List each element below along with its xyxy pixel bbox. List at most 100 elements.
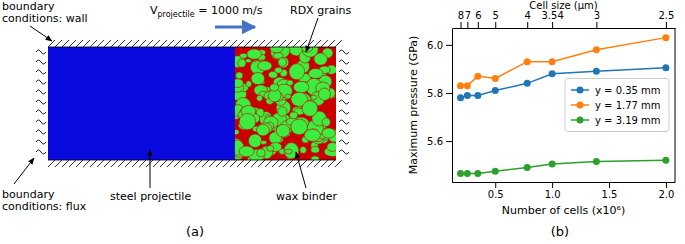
hatch-line	[139, 40, 146, 47]
hatch-line	[62, 40, 69, 47]
legend: y = 0.35 mmy = 1.77 mmy = 3.19 mm	[565, 79, 669, 132]
hatch-line	[90, 160, 97, 167]
hatch-line	[244, 160, 251, 167]
flux-wave	[36, 80, 46, 84]
tick: 4	[525, 10, 531, 28]
data-point	[549, 58, 556, 65]
hatch-line	[230, 40, 237, 47]
legend-marker	[577, 102, 584, 109]
legend-label: y = 3.19 mm	[595, 115, 661, 126]
hatch-line	[160, 40, 167, 47]
hatch-line	[132, 160, 139, 167]
tick-mark	[527, 22, 528, 28]
tick: 5.8	[427, 88, 452, 99]
rdx-grain	[311, 156, 319, 160]
tick-mark	[596, 22, 597, 28]
binder-arrow	[296, 152, 306, 188]
hatch-line	[321, 40, 328, 47]
legend-box	[565, 79, 669, 132]
hatch-line	[258, 160, 265, 167]
hatch-line	[111, 160, 118, 167]
flux-wave	[36, 90, 46, 94]
hatch-line	[55, 40, 62, 47]
hatch-line	[216, 40, 223, 47]
rdx-grain	[239, 113, 256, 129]
data-point	[492, 87, 499, 94]
tick: 1.0	[545, 182, 561, 200]
rdx-grain	[322, 128, 335, 138]
hatch-line	[216, 160, 223, 167]
hatch-line	[118, 40, 125, 47]
hatch-line	[132, 40, 139, 47]
rdx-grain	[304, 129, 320, 141]
hatch-line	[265, 40, 272, 47]
x-axis-title: Number of cells (x10⁶)	[502, 204, 625, 217]
tick-mark	[495, 182, 496, 188]
diagram-label-line: conditions: wall	[2, 12, 88, 25]
hatch-line	[321, 160, 328, 167]
wall-hatch	[48, 40, 342, 167]
rdx-grain	[239, 146, 254, 157]
hatch-line	[125, 40, 132, 47]
hatch-line	[223, 40, 230, 47]
hatch-line	[195, 40, 202, 47]
hatch-line	[97, 40, 104, 47]
data-point	[524, 58, 531, 65]
hatch-line	[272, 40, 279, 47]
tick-mark	[478, 22, 479, 28]
flux-wave	[339, 80, 349, 84]
rdx-grain	[246, 81, 252, 87]
tick-mark	[552, 22, 553, 28]
hatch-line	[181, 40, 188, 47]
diagram-panel: boundaryconditions: wallboundaryconditio…	[2, 0, 351, 213]
flux-arrow	[14, 158, 34, 184]
x2-axis-title: Cell size (μm)	[529, 0, 597, 11]
frame-right	[675, 28, 676, 182]
hatch-line	[237, 40, 244, 47]
hatch-line	[167, 40, 174, 47]
rdx-grain	[275, 67, 283, 73]
data-point	[492, 168, 499, 175]
data-point	[474, 73, 481, 80]
rdx-region	[235, 47, 336, 160]
flux-wave	[339, 140, 349, 144]
hatch-line	[328, 160, 335, 167]
hatch-line	[202, 40, 209, 47]
flux-wave	[36, 140, 46, 144]
hatch-line	[153, 40, 160, 47]
hatch-line	[314, 40, 321, 47]
data-point	[524, 164, 531, 171]
data-point	[593, 68, 600, 75]
hatch-line	[237, 160, 244, 167]
rdx-grain	[258, 61, 272, 71]
tick-mark	[461, 22, 462, 28]
tick-label: 5	[493, 10, 499, 21]
tick: 6.0	[427, 40, 452, 51]
rdx-grain	[267, 145, 274, 151]
hatch-line	[195, 160, 202, 167]
rdx-grain	[278, 57, 289, 68]
rdx-grain	[278, 107, 287, 116]
diagram-label: boundaryconditions: flux	[2, 188, 87, 213]
data-point	[474, 92, 481, 99]
flux-wave	[36, 150, 46, 154]
rdx-grain	[247, 49, 262, 59]
wall-line	[48, 160, 336, 161]
chart-panel: 0.51.01.52.0876543.5432.55.65.86.0Number…	[407, 0, 676, 217]
tick: 2.5	[658, 10, 674, 28]
hatch-line	[167, 160, 174, 167]
velocity-subscript: projectile	[158, 10, 195, 19]
hatch-line	[335, 40, 342, 47]
rdx-grain	[293, 81, 309, 93]
flux-wave	[339, 50, 349, 54]
figure: boundaryconditions: wallboundaryconditio…	[0, 0, 685, 244]
hatch-line	[118, 160, 125, 167]
rdx-grain	[284, 143, 299, 159]
rdx-grain	[270, 47, 283, 53]
velocity-value: = 1000 m/s	[195, 4, 263, 17]
data-point	[464, 82, 471, 89]
hatch-line	[251, 160, 258, 167]
hatch-line	[90, 40, 97, 47]
tick-label: 2.0	[658, 189, 674, 200]
flux-wave	[36, 110, 46, 114]
